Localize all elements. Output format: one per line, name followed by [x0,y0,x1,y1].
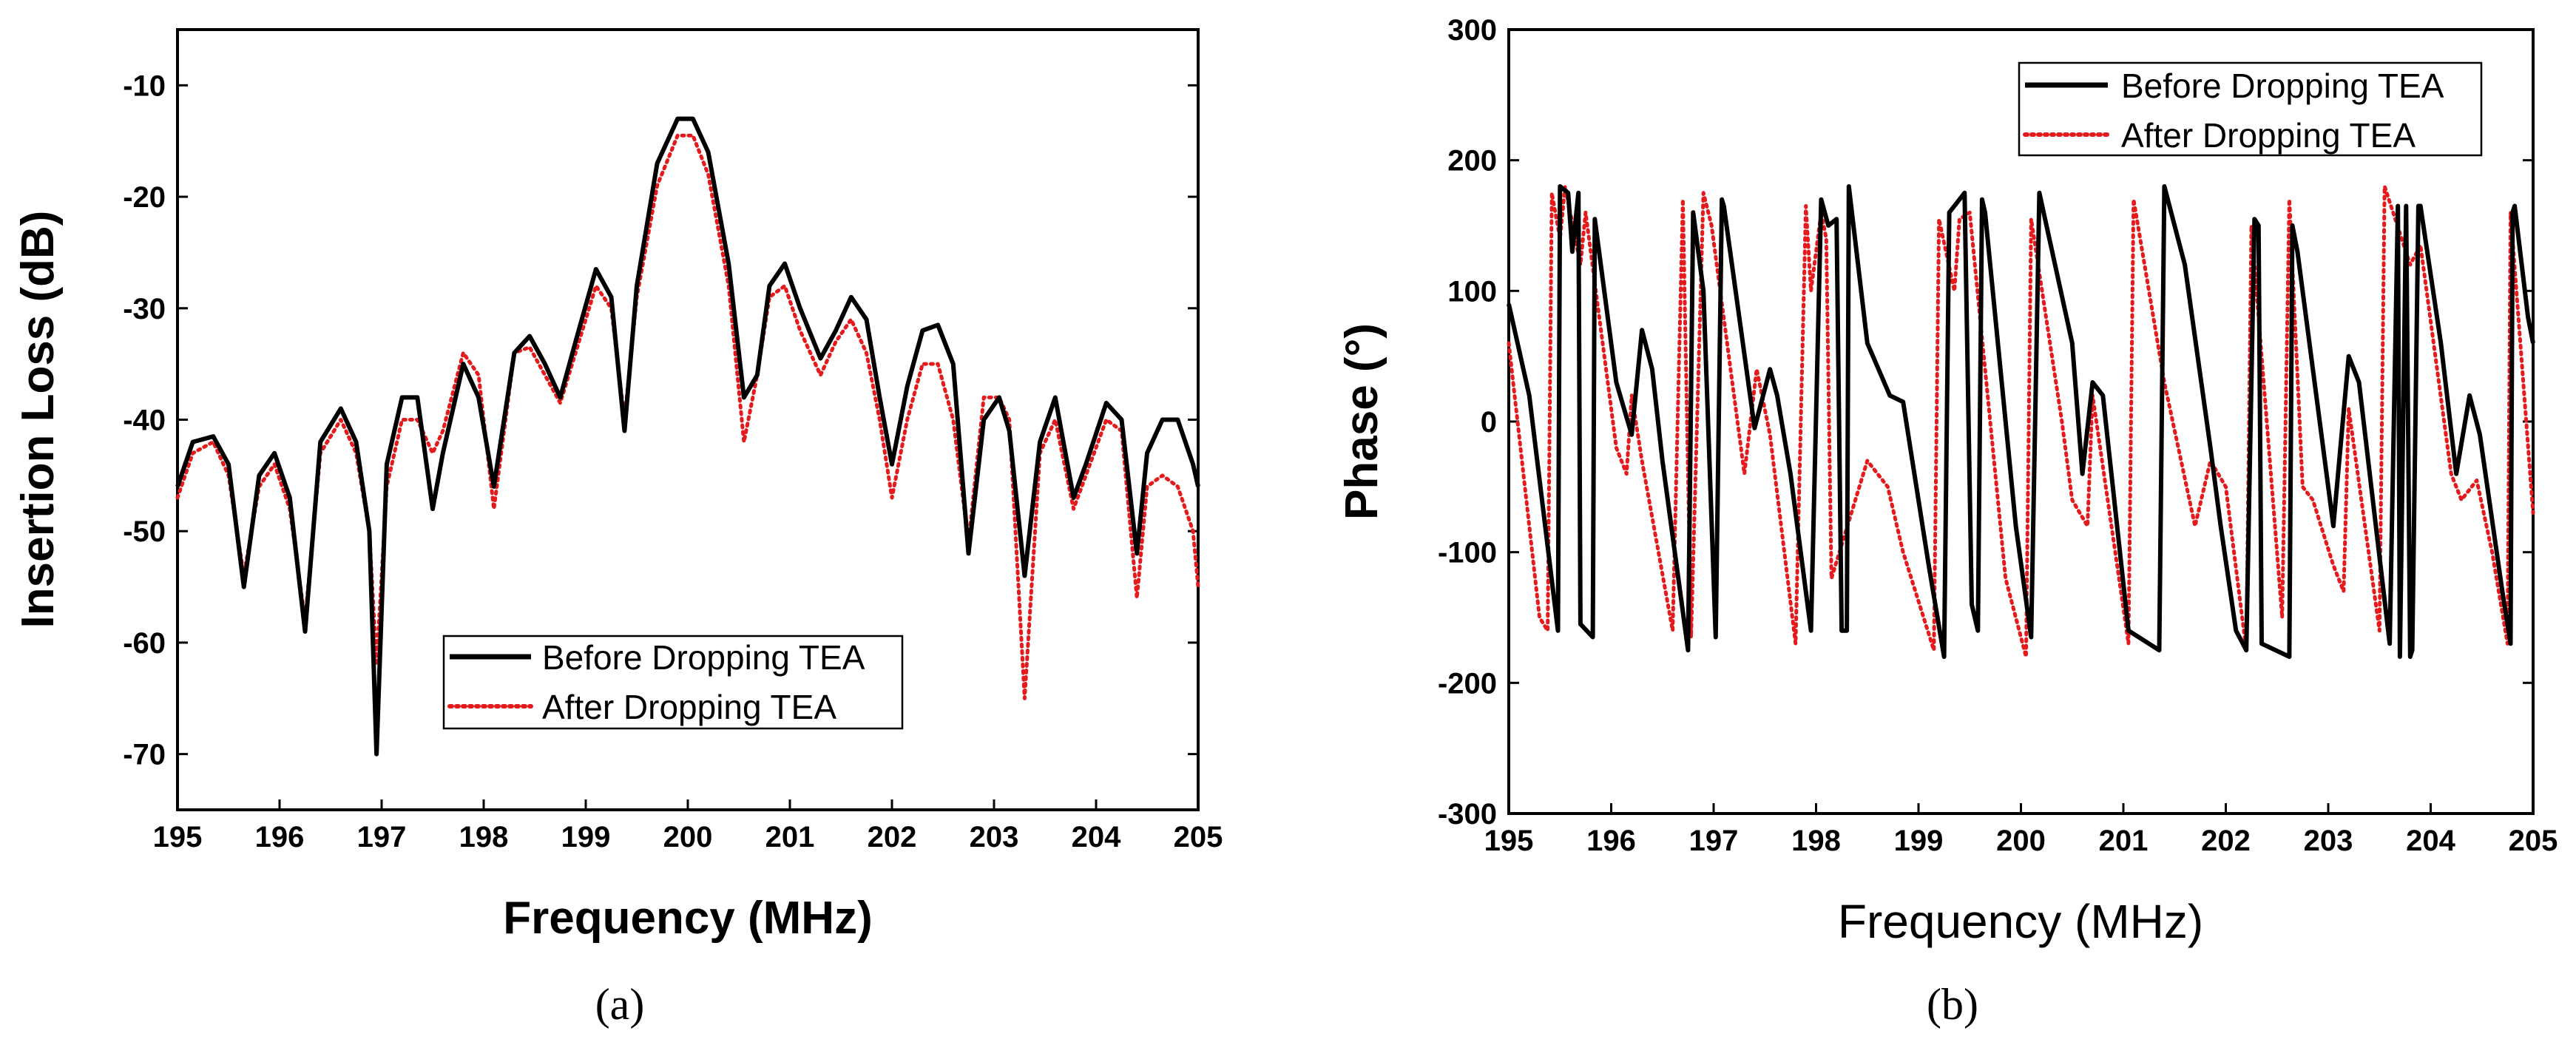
series-line-b-after [1507,184,2535,659]
x-tick-label-a-3: 198 [459,821,509,853]
y-tick-label-b-1: -200 [1438,667,1497,700]
legend-label-after-b: After Dropping TEA [2121,116,2416,155]
x-tick-label-b-2: 197 [1689,825,1739,857]
chart-panel-a: 195 196 197 198 199 200 201 202 203 204 205 -70 -60 -… [13,28,1223,1029]
x-tick-label-a-4: 199 [561,821,611,853]
x-tick-label-b-6: 201 [2099,825,2149,857]
series-line-a-before [175,116,1200,757]
x-tick-label-b-0: 195 [1484,825,1534,857]
x-tick-label-a-5: 200 [663,821,713,853]
legend-a: Before Dropping TEA After Dropping TEA [442,635,904,730]
legend-b: Before Dropping TEA After Dropping TEA [2018,61,2483,157]
y-tick-label-a-2: -50 [123,515,166,548]
x-tick-label-b-5: 200 [1996,825,2046,857]
legend-label-before-a: Before Dropping TEA [542,638,865,677]
x-axis-title-a: Frequency (MHz) [503,893,872,944]
x-tick-label-a-6: 201 [765,821,815,853]
y-axis-title-a: Insertion Loss (dB) [13,211,64,629]
y-tick-label-a-1: -60 [123,627,166,660]
y-tick-label-b-4: 100 [1447,275,1497,308]
x-tick-label-b-9: 204 [2406,825,2455,857]
x-tick-label-a-2: 197 [357,821,407,853]
legend-label-after-a: After Dropping TEA [542,688,836,726]
series-line-b-before [1507,184,2535,659]
legend-box-b [2018,61,2483,157]
y-tick-label-b-3: 0 [1481,406,1497,439]
y-tick-label-a-0: -70 [123,739,166,771]
y-tick-label-b-2: -100 [1438,537,1497,569]
y-tick-label-b-0: -300 [1438,798,1497,831]
x-tick-label-b-7: 202 [2201,825,2251,857]
y-tick-label-a-5: -20 [123,181,166,214]
x-tick-label-a-1: 196 [255,821,305,853]
x-axis-title-b: Frequency (MHz) [1838,895,2203,948]
y-axis-title-b: Phase (°) [1336,323,1387,520]
chart-panel-b: 195 196 197 198 199 200 201 202 203 204 205 -300 -20… [1336,14,2558,1029]
series-lines-b [1507,184,2535,659]
series-lines-a [175,116,1200,757]
y-tick-label-a-4: -30 [123,293,166,325]
x-tick-label-a-0: 195 [153,821,203,853]
y-tick-label-a-6: -10 [123,70,166,102]
panel-caption-b: (b) [1927,980,1978,1029]
x-tick-label-a-7: 202 [868,821,917,853]
x-tick-label-b-4: 199 [1894,825,1944,857]
x-tick-label-b-10: 205 [2509,825,2558,857]
x-tick-label-a-9: 204 [1072,821,1121,853]
x-tick-label-b-8: 203 [2304,825,2353,857]
y-tick-label-b-6: 300 [1447,14,1497,47]
ticks-a: 195 196 197 198 199 200 201 202 203 204 205 -70 -60 -… [123,70,1223,853]
y-tick-label-b-5: 200 [1447,145,1497,177]
ticks-b: 195 196 197 198 199 200 201 202 203 204 205 -300 -20… [1438,14,2558,857]
x-tick-label-a-10: 205 [1174,821,1223,853]
x-tick-label-b-3: 198 [1791,825,1841,857]
legend-label-before-b: Before Dropping TEA [2121,67,2444,105]
series-line-a-after [175,133,1200,700]
legend-box-a [442,635,904,730]
x-tick-label-b-1: 196 [1586,825,1636,857]
x-tick-label-a-8: 203 [970,821,1019,853]
y-tick-label-a-3: -40 [123,405,166,437]
panel-caption-a: (a) [595,980,645,1029]
